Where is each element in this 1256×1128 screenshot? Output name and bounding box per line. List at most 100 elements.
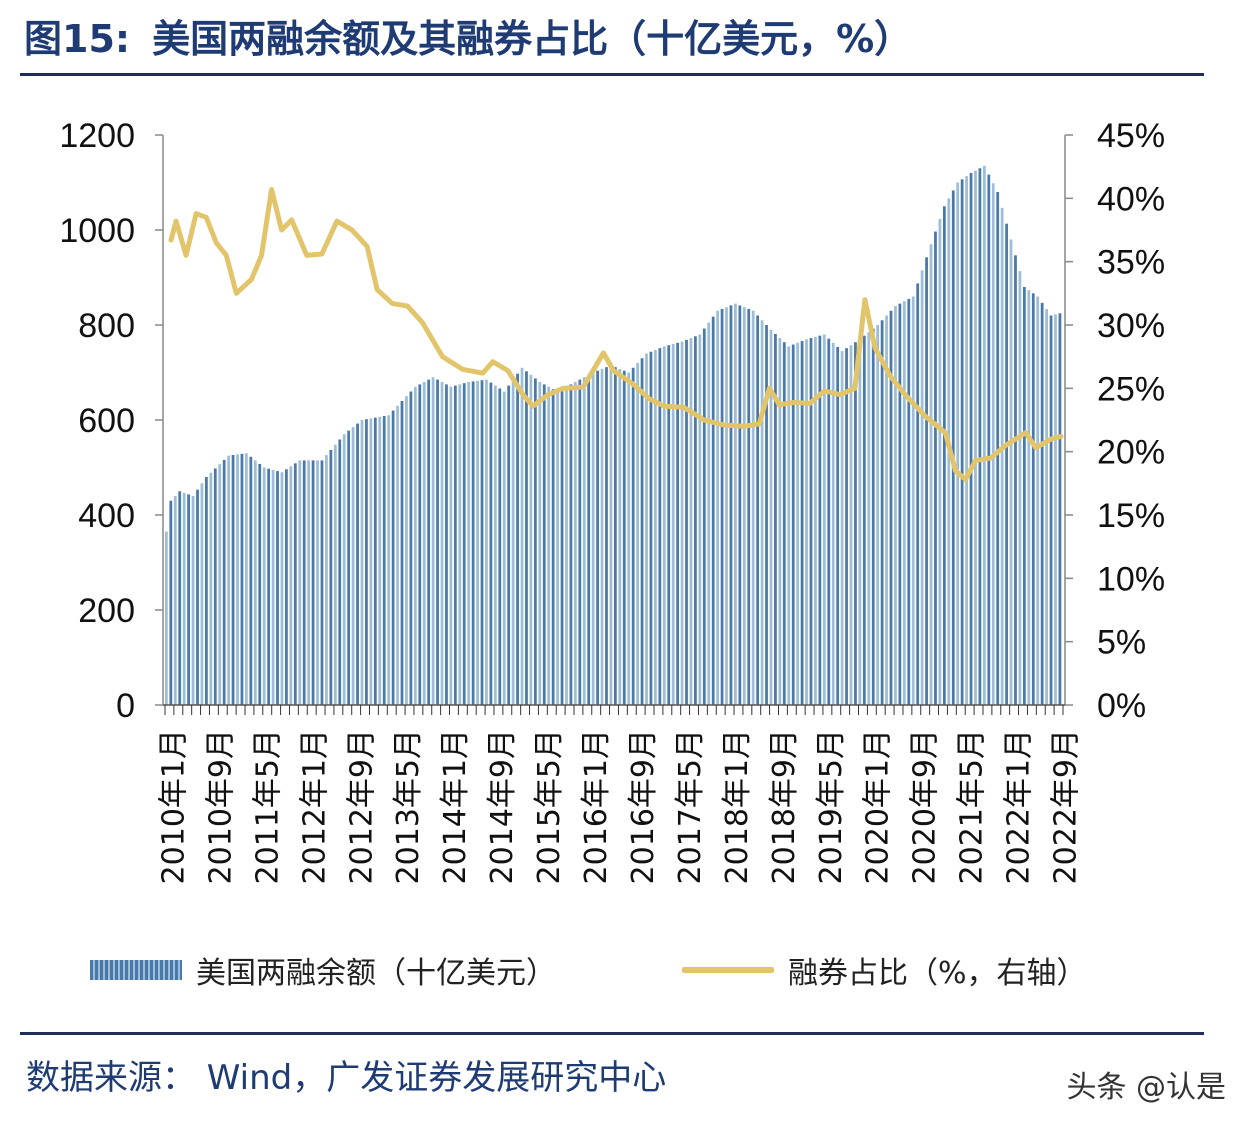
bar bbox=[1049, 315, 1053, 705]
x-axis-tick-label: 2010年9月 bbox=[203, 729, 238, 884]
chart-legend: 美国两融余额（十亿美元） 融券占比（%，右轴） bbox=[0, 938, 1256, 998]
bar bbox=[1045, 309, 1048, 705]
bar bbox=[311, 460, 315, 706]
bar bbox=[485, 379, 488, 706]
bar bbox=[645, 353, 648, 705]
bar bbox=[636, 363, 639, 705]
bar bbox=[836, 346, 840, 705]
bar bbox=[676, 342, 679, 705]
right-axis-tick-label: 0% bbox=[1097, 687, 1146, 725]
x-axis-tick-label: 2015年5月 bbox=[532, 729, 567, 884]
bar bbox=[618, 368, 622, 705]
bar bbox=[862, 335, 866, 705]
title-divider bbox=[20, 73, 1204, 76]
bar bbox=[951, 190, 955, 706]
bar bbox=[622, 370, 626, 705]
bar bbox=[169, 500, 173, 705]
bar bbox=[649, 351, 653, 705]
bar bbox=[791, 344, 795, 705]
bar bbox=[849, 345, 853, 705]
left-axis-tick-label: 1200 bbox=[59, 117, 135, 155]
bar bbox=[707, 322, 711, 705]
bar bbox=[871, 328, 875, 705]
x-axis-tick-label: 2016年1月 bbox=[579, 729, 614, 884]
bar bbox=[516, 373, 519, 705]
bar bbox=[382, 416, 386, 705]
bar bbox=[422, 382, 426, 705]
bar bbox=[769, 329, 773, 705]
bar bbox=[925, 257, 928, 705]
bar bbox=[1054, 314, 1057, 705]
bar bbox=[587, 374, 591, 705]
bar bbox=[658, 348, 662, 705]
bar bbox=[196, 489, 199, 705]
bar bbox=[938, 218, 942, 706]
right-axis-tick-label: 10% bbox=[1097, 560, 1165, 598]
bar bbox=[329, 449, 333, 705]
bar bbox=[934, 231, 937, 705]
bar bbox=[1009, 239, 1013, 705]
bar bbox=[854, 342, 857, 705]
bar bbox=[596, 370, 599, 705]
bar bbox=[818, 335, 822, 705]
bar bbox=[333, 444, 337, 705]
x-axis-tick-label: 2020年9月 bbox=[908, 729, 943, 884]
bar bbox=[258, 463, 262, 705]
bar bbox=[369, 418, 373, 705]
left-axis-tick-label: 800 bbox=[78, 307, 135, 345]
legend-line-label: 融券占比（%，右轴） bbox=[788, 956, 1087, 991]
bar bbox=[631, 367, 635, 705]
bar bbox=[978, 168, 982, 705]
bar bbox=[307, 460, 311, 706]
bar bbox=[298, 460, 302, 706]
x-axis-tick-label: 2014年9月 bbox=[485, 729, 520, 884]
bar bbox=[760, 320, 764, 705]
bar bbox=[378, 416, 382, 705]
bar bbox=[236, 454, 239, 705]
bar bbox=[640, 358, 644, 705]
legend-item-short-ratio: 融券占比（%，右轴） bbox=[682, 948, 1087, 992]
bar bbox=[960, 179, 964, 705]
x-axis-tick-label: 2016年9月 bbox=[626, 729, 661, 884]
bar bbox=[987, 174, 991, 705]
x-axis-tick-label: 2013年5月 bbox=[391, 729, 426, 884]
bar bbox=[285, 469, 288, 705]
bar bbox=[774, 333, 777, 705]
bar bbox=[614, 367, 617, 705]
bar bbox=[876, 325, 880, 705]
left-axis-tick-label: 1000 bbox=[59, 212, 135, 250]
x-axis-tick-label: 2017年5月 bbox=[673, 729, 708, 884]
x-axis-tick-label: 2020年1月 bbox=[861, 729, 896, 884]
bar bbox=[182, 492, 186, 705]
bar bbox=[942, 206, 946, 705]
x-axis-tick-label: 2021年5月 bbox=[955, 729, 990, 884]
bar bbox=[662, 346, 666, 706]
bar bbox=[547, 386, 551, 705]
bar bbox=[787, 346, 791, 706]
bar bbox=[1040, 302, 1044, 705]
bar bbox=[365, 419, 368, 705]
bar bbox=[280, 472, 284, 705]
bar bbox=[293, 463, 297, 705]
bar bbox=[529, 374, 533, 705]
bar bbox=[413, 386, 417, 705]
source-note: 数据来源： Wind，广发证券发展研究中心 bbox=[26, 1058, 667, 1098]
legend-line-swatch bbox=[682, 967, 774, 973]
bar bbox=[751, 310, 755, 705]
bar bbox=[347, 430, 351, 705]
left-axis-tick-label: 200 bbox=[78, 592, 135, 630]
x-axis-tick-label: 2012年9月 bbox=[344, 729, 379, 884]
bar bbox=[716, 310, 720, 705]
bar bbox=[1000, 207, 1004, 705]
bar bbox=[796, 342, 800, 705]
bar bbox=[969, 173, 973, 705]
x-axis-tick-label: 2018年9月 bbox=[767, 729, 802, 884]
bar bbox=[974, 170, 977, 706]
bar bbox=[249, 456, 253, 705]
bar bbox=[600, 368, 604, 705]
bar bbox=[271, 469, 275, 706]
bar bbox=[191, 496, 195, 705]
bar bbox=[725, 307, 728, 705]
bar bbox=[831, 342, 835, 705]
bar bbox=[845, 348, 848, 705]
